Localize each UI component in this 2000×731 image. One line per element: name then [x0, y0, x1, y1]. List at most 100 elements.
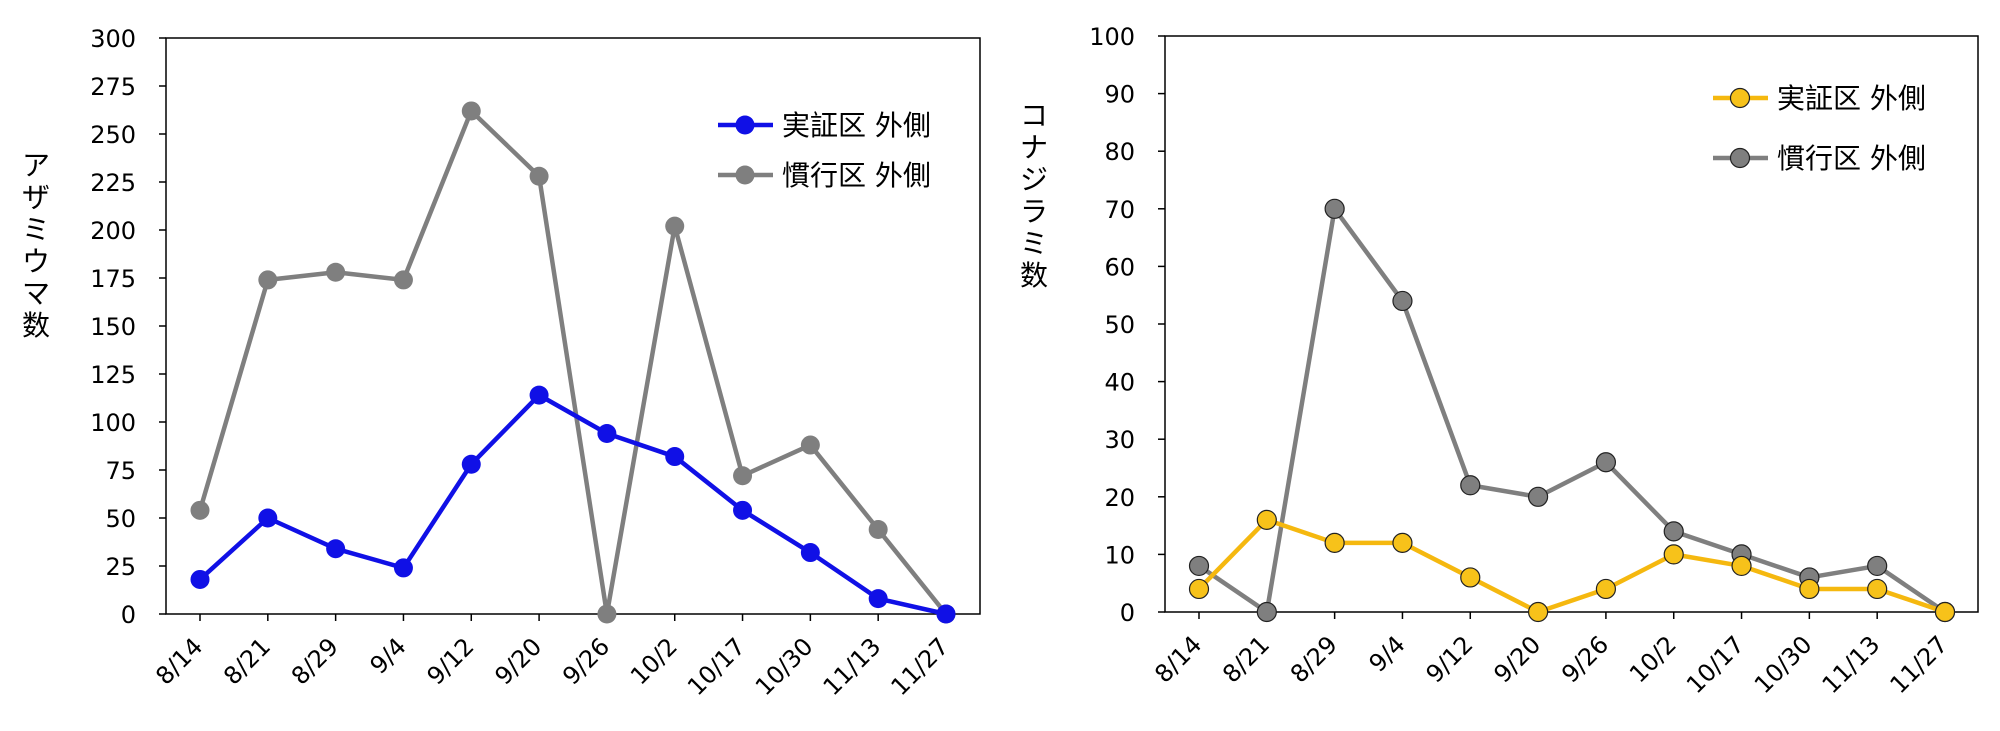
data-point: [936, 604, 956, 624]
y-tick-label: 275: [90, 73, 136, 101]
data-point: [1188, 555, 1210, 577]
y-axis-label: コナジラミ数: [1020, 99, 1048, 292]
data-point: [665, 216, 685, 236]
data-point: [1324, 198, 1345, 219]
x-tick-label: 8/21: [1217, 630, 1275, 688]
x-tick-label: 10/30: [1749, 630, 1818, 699]
x-tick-label: 10/17: [682, 632, 751, 701]
data-point: [597, 604, 617, 624]
series-line: [1197, 517, 1946, 615]
data-point: [800, 543, 820, 563]
whitefly-count-chart: 0 10 20 30 40 50 60 70 80 90 100 8/14 8/21 8/29 9/4 9/1…: [1020, 23, 1979, 699]
data-point: [1256, 509, 1277, 530]
y-tick-label: 300: [90, 25, 136, 53]
x-tick-label: 10/30: [750, 632, 819, 701]
data-point: [326, 262, 346, 282]
y-tick-label: 90: [1104, 81, 1135, 109]
data-point: [326, 539, 346, 559]
series-line: [1197, 206, 1947, 615]
y-tick-label: 50: [1104, 311, 1135, 339]
x-tick-label: 9/4: [1364, 630, 1411, 677]
data-point: [1324, 532, 1345, 553]
x-tick-label: 11/27: [1885, 630, 1954, 699]
data-point: [1460, 475, 1481, 496]
y-tick-label: 250: [90, 121, 136, 149]
data-point: [190, 500, 210, 520]
y-tick-label: 30: [1104, 426, 1135, 454]
x-tick-label: 8/29: [1285, 630, 1343, 688]
data-point: [1527, 486, 1549, 507]
legend-label: 慣行区 外側: [782, 159, 931, 192]
y-tick-label: 10: [1104, 541, 1135, 569]
x-tick-label: 9/12: [422, 632, 480, 690]
legend-marker: [1729, 147, 1751, 169]
data-point: [1731, 555, 1752, 577]
y-tick-label: 40: [1104, 369, 1135, 397]
x-tick-label: 9/4: [365, 632, 412, 679]
x-tick-label: 11/13: [1817, 630, 1886, 699]
x-tick-label: 9/20: [1488, 630, 1546, 688]
y-tick-label: 20: [1104, 484, 1135, 512]
data-point: [1256, 601, 1277, 623]
data-point: [665, 447, 685, 467]
x-tick-label: 9/26: [1556, 630, 1614, 688]
data-point: [393, 558, 413, 578]
y-tick-label: 100: [1089, 23, 1135, 51]
data-point: [258, 508, 278, 528]
legend-label: 実証区 外側: [782, 109, 931, 142]
data-point: [1527, 601, 1549, 623]
data-point: [1663, 521, 1684, 542]
data-point: [529, 166, 549, 186]
data-point: [868, 589, 888, 609]
data-point: [733, 500, 753, 520]
y-tick-label: 100: [90, 409, 136, 437]
x-tick-label: 8/14: [150, 632, 208, 690]
x-tick-label: 10/2: [625, 632, 683, 690]
data-point: [461, 101, 481, 121]
x-tick-label: 10/17: [1681, 630, 1750, 699]
legend-label: 実証区 外側: [1777, 82, 1926, 115]
y-tick-label: 0: [1120, 599, 1135, 627]
y-tick-label: 225: [90, 169, 136, 197]
data-point: [190, 569, 210, 589]
x-tick-label: 8/21: [218, 632, 276, 690]
data-point: [1595, 578, 1617, 600]
x-tick-label: 10/2: [1624, 630, 1682, 688]
data-point: [868, 520, 888, 540]
data-point: [1460, 567, 1481, 588]
y-tick-label: 25: [105, 553, 136, 581]
data-point: [1799, 578, 1820, 600]
data-point: [597, 424, 617, 444]
data-point: [1392, 532, 1413, 553]
x-tick-label: 8/14: [1149, 630, 1207, 688]
y-axis-label: アザミウマ数: [22, 149, 50, 342]
data-point: [1867, 578, 1888, 600]
data-point: [733, 466, 753, 486]
x-tick-label: 9/26: [557, 632, 615, 690]
y-tick-label: 50: [105, 505, 136, 533]
legend-label: 慣行区 外側: [1777, 142, 1926, 175]
legend-marker: [735, 115, 755, 135]
data-point: [1392, 290, 1413, 312]
data-point: [1595, 452, 1617, 473]
y-tick-label: 0: [121, 601, 136, 629]
data-point: [529, 385, 549, 405]
data-point: [258, 270, 278, 290]
y-tick-label: 150: [90, 313, 136, 341]
data-point: [1188, 578, 1210, 600]
data-point: [461, 454, 481, 474]
y-tick-label: 200: [90, 217, 136, 245]
y-tick-label: 70: [1104, 196, 1135, 224]
x-tick-label: 9/12: [1421, 630, 1479, 688]
x-tick-label: 8/29: [286, 632, 344, 690]
data-point: [1663, 544, 1684, 565]
data-point: [800, 435, 820, 455]
series-line: [198, 392, 947, 617]
legend-marker: [735, 165, 755, 185]
y-tick-label: 80: [1104, 138, 1135, 166]
legend-marker: [1729, 87, 1751, 109]
y-tick-label: 60: [1104, 253, 1135, 281]
y-tick-label: 75: [105, 457, 136, 485]
